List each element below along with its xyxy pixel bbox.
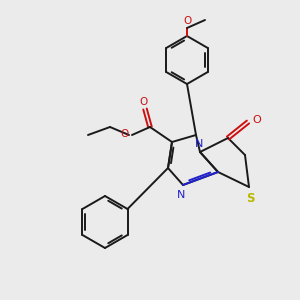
Text: O: O xyxy=(252,115,261,125)
Text: S: S xyxy=(246,192,254,205)
Text: O: O xyxy=(140,97,148,107)
Text: N: N xyxy=(177,190,185,200)
Text: O: O xyxy=(183,16,191,26)
Text: N: N xyxy=(195,139,203,149)
Text: O: O xyxy=(121,129,129,139)
